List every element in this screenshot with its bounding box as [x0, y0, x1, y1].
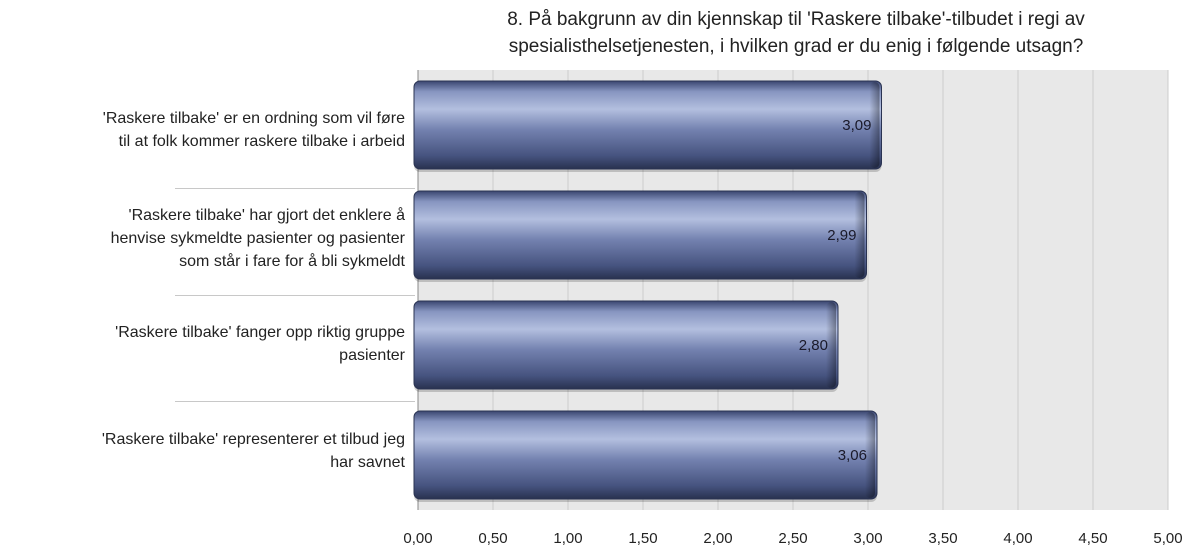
category-separator [175, 188, 415, 189]
category-label-line: 'Raskere tilbake' er en ordning som vil … [102, 110, 405, 127]
category-label: 'Raskere tilbake' er en ordning som vil … [0, 107, 405, 153]
category-separator [175, 295, 415, 296]
category-label-line: 'Raskere tilbake' har gjort det enklere … [128, 207, 405, 224]
bar-end-cap [869, 82, 880, 168]
chart-title-line: spesialisthelsetjenesten, i hvilken grad… [508, 36, 1084, 57]
x-tick-label: 1,50 [628, 530, 657, 547]
category-label: 'Raskere tilbake' representerer et tilbu… [0, 428, 405, 474]
bar-end-cap [826, 302, 836, 388]
category-separator [175, 401, 415, 402]
bar-end-cap [865, 412, 875, 498]
bar [413, 190, 867, 280]
bar-value-label: 3,09 [842, 117, 871, 134]
x-tick-label: 3,50 [928, 530, 957, 547]
bar-value-label: 2,80 [799, 337, 828, 354]
x-tick-label: 4,50 [1078, 530, 1107, 547]
bar-end-cap [854, 192, 865, 278]
bar-group: 2,99 [413, 190, 867, 282]
x-tick-label: 0,50 [478, 530, 507, 547]
category-label-line: henvise sykmeldte pasienter og pasienter [110, 230, 405, 247]
category-label-line: har savnet [330, 454, 405, 471]
chart-title: 8. På bakgrunn av din kjennskap til 'Ras… [400, 6, 1192, 60]
category-label-line: 'Raskere tilbake' fanger opp riktig grup… [115, 324, 405, 341]
bar [413, 410, 878, 500]
bar-group: 3,06 [413, 410, 878, 502]
x-tick-label: 5,00 [1153, 530, 1182, 547]
x-tick-label: 2,00 [703, 530, 732, 547]
category-label: 'Raskere tilbake' fanger opp riktig grup… [0, 321, 405, 367]
category-label-line: pasienter [339, 347, 405, 364]
chart-title-line: 8. På bakgrunn av din kjennskap til 'Ras… [507, 9, 1085, 30]
x-tick-label: 0,00 [403, 530, 432, 547]
category-label: 'Raskere tilbake' har gjort det enklere … [0, 204, 405, 273]
bar-value-label: 2,99 [827, 227, 856, 244]
x-tick-label: 4,00 [1003, 530, 1032, 547]
category-label-line: 'Raskere tilbake' representerer et tilbu… [101, 431, 405, 448]
bar [413, 80, 882, 170]
category-label-line: som står i fare for å bli sykmeldt [179, 253, 405, 270]
category-label-line: til at folk kommer raskere tilbake i arb… [118, 133, 405, 150]
bar-value-label: 3,06 [838, 447, 867, 464]
x-tick-label: 2,50 [778, 530, 807, 547]
bar-group: 3,09 [413, 80, 882, 172]
x-tick-label: 1,00 [553, 530, 582, 547]
bar [413, 300, 839, 390]
bar-group: 2,80 [413, 300, 839, 392]
x-tick-label: 3,00 [853, 530, 882, 547]
